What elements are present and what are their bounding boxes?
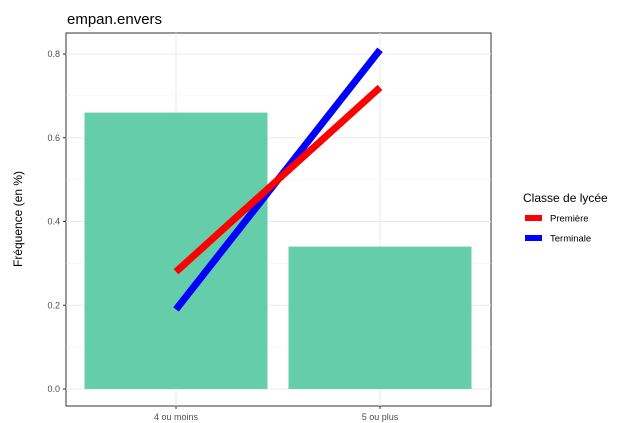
y-tick-label: 0.2 (47, 300, 60, 310)
legend-key-1 (525, 215, 542, 221)
y-axis-label: Fréquence (en %) (11, 171, 25, 267)
bars (84, 112, 472, 389)
chart-title: empan.envers (67, 11, 162, 28)
y-axis: 0.0 0.2 0.4 0.6 0.8 (47, 49, 66, 394)
legend-title: Classe de lycée (523, 191, 608, 205)
lines (173, 47, 383, 312)
bar-2 (288, 246, 472, 389)
y-tick-label: 0.8 (47, 49, 60, 59)
legend-label-2: Terminale (550, 234, 591, 245)
plot-panel (65, 32, 492, 407)
legend-key-2 (525, 235, 542, 241)
y-tick-label: 0.6 (47, 133, 60, 143)
series-line-1 (173, 84, 383, 275)
y-tick-label: 0.0 (47, 384, 60, 394)
x-tick-label: 5 ou plus (362, 412, 399, 422)
x-axis: 4 ou moins 5 ou plus (154, 406, 399, 422)
panel-border (65, 32, 492, 407)
y-tick-label: 0.4 (47, 217, 60, 227)
bar-1 (84, 112, 268, 389)
legend-label-1: Première (550, 214, 589, 225)
legend: Classe de lycée Première Terminale (523, 191, 608, 245)
x-tick-label: 4 ou moins (154, 412, 199, 422)
